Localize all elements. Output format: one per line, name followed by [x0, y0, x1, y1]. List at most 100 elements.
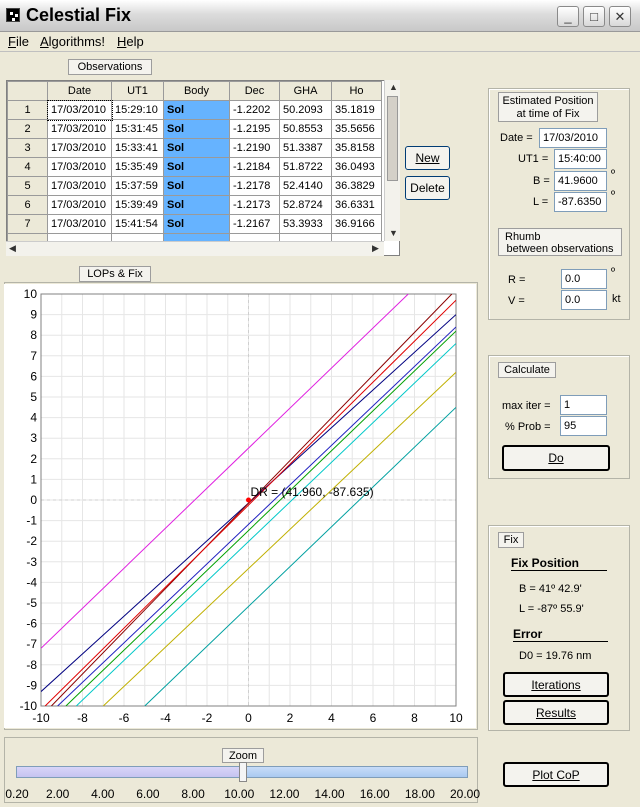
- scroll-right-icon[interactable]: ▶: [372, 243, 379, 253]
- estimated-position-button[interactable]: Estimated Position at time of Fix: [498, 92, 598, 122]
- iterations-button[interactable]: Iterations: [503, 672, 609, 697]
- date-cell[interactable]: 17/03/2010: [47, 157, 112, 177]
- longitude-field[interactable]: -87.6350: [554, 192, 607, 212]
- new-button[interactable]: New: [405, 146, 450, 170]
- ut1-cell[interactable]: 15:41:54: [111, 214, 164, 234]
- ho-cell[interactable]: 35.1819: [331, 100, 382, 120]
- ut1-cell[interactable]: 15:33:41: [111, 138, 164, 158]
- date-cell[interactable]: 17/03/2010: [47, 214, 112, 234]
- dec-cell[interactable]: -1.2184: [229, 157, 280, 177]
- menu-algorithms[interactable]: Algorithms!: [40, 34, 106, 49]
- ho-cell[interactable]: 36.9166: [331, 214, 382, 234]
- dec-cell[interactable]: -1.2190: [229, 138, 280, 158]
- column-header-gha[interactable]: GHA: [279, 81, 332, 101]
- rhumb-button[interactable]: Rhumb between observations: [498, 228, 622, 256]
- calculate-button[interactable]: Calculate: [498, 362, 556, 378]
- date-cell[interactable]: 17/03/2010: [47, 119, 112, 139]
- row-number[interactable]: 2: [7, 119, 48, 139]
- title-bar[interactable]: Celestial Fix _ □ ✕: [0, 0, 640, 32]
- table-horizontal-scrollbar[interactable]: ◀ ▶: [6, 241, 384, 256]
- dec-cell[interactable]: -1.2173: [229, 195, 280, 215]
- body-cell[interactable]: Sol: [163, 138, 230, 158]
- lops-fix-button[interactable]: LOPs & Fix: [79, 266, 151, 282]
- body-cell[interactable]: Sol: [163, 176, 230, 196]
- fix-button[interactable]: Fix: [498, 532, 524, 548]
- table-row[interactable]: 6 17/03/2010 15:39:49 Sol -1.2173 52.8724 36.6…: [7, 195, 382, 215]
- plot-cop-button[interactable]: Plot CoP: [503, 762, 609, 787]
- gha-cell[interactable]: 53.3933: [279, 214, 332, 234]
- column-header-date[interactable]: Date: [47, 81, 112, 101]
- row-number[interactable]: 6: [7, 195, 48, 215]
- ut1-cell[interactable]: 15:37:59: [111, 176, 164, 196]
- body-cell[interactable]: Sol: [163, 100, 230, 120]
- lop-chart[interactable]: -10 -8 -6 -4 -2 0 2 4 6 8 10109876543210-1-2-3-4-5…: [4, 284, 476, 728]
- table-row[interactable]: 7 17/03/2010 15:41:54 Sol -1.2167 53.3933 36.9…: [7, 214, 382, 234]
- row-number[interactable]: 4: [7, 157, 48, 177]
- gha-cell[interactable]: 50.2093: [279, 100, 332, 120]
- column-header-dec[interactable]: Dec: [229, 81, 280, 101]
- dec-cell[interactable]: -1.2178: [229, 176, 280, 196]
- gha-cell[interactable]: 50.8553: [279, 119, 332, 139]
- rhumb-speed-field[interactable]: 0.0: [561, 290, 607, 310]
- scroll-down-icon[interactable]: ▼: [389, 228, 398, 238]
- prob-field[interactable]: 95: [560, 416, 607, 436]
- row-number[interactable]: 3: [7, 138, 48, 158]
- ho-cell[interactable]: 36.0493: [331, 157, 382, 177]
- zoom-button[interactable]: Zoom: [222, 748, 264, 763]
- gha-cell[interactable]: 52.8724: [279, 195, 332, 215]
- dec-cell[interactable]: -1.2167: [229, 214, 280, 234]
- row-number[interactable]: 5: [7, 176, 48, 196]
- row-number[interactable]: 7: [7, 214, 48, 234]
- date-cell[interactable]: 17/03/2010: [47, 176, 112, 196]
- menu-file[interactable]: File: [8, 34, 29, 49]
- row-number[interactable]: 1: [7, 100, 48, 120]
- table-row[interactable]: 5 17/03/2010 15:37:59 Sol -1.2178 52.4140 36.3…: [7, 176, 382, 196]
- dec-cell[interactable]: -1.2195: [229, 119, 280, 139]
- table-row[interactable]: 2 17/03/2010 15:31:45 Sol -1.2195 50.8553 35.5…: [7, 119, 382, 139]
- table-row[interactable]: 3 17/03/2010 15:33:41 Sol -1.2190 51.3387 35.8…: [7, 138, 382, 158]
- results-button[interactable]: Results: [503, 700, 609, 725]
- body-cell[interactable]: Sol: [163, 214, 230, 234]
- body-cell[interactable]: Sol: [163, 119, 230, 139]
- ho-cell[interactable]: 36.6331: [331, 195, 382, 215]
- column-header-body[interactable]: Body: [163, 81, 230, 101]
- ho-cell[interactable]: 35.8158: [331, 138, 382, 158]
- ut1-cell[interactable]: 15:31:45: [111, 119, 164, 139]
- do-button[interactable]: Do: [502, 445, 610, 471]
- observations-button[interactable]: Observations: [68, 59, 152, 75]
- gha-cell[interactable]: 51.3387: [279, 138, 332, 158]
- rhumb-course-field[interactable]: 0.0: [561, 269, 607, 289]
- ut1-cell[interactable]: 15:35:49: [111, 157, 164, 177]
- ut1-field[interactable]: 15:40:00: [554, 149, 607, 169]
- scroll-thumb[interactable]: [387, 96, 398, 181]
- date-cell[interactable]: 17/03/2010: [47, 195, 112, 215]
- column-header-ut1[interactable]: UT1: [111, 81, 164, 101]
- table-row[interactable]: 4 17/03/2010 15:35:49 Sol -1.2184 51.8722 36.0…: [7, 157, 382, 177]
- delete-button[interactable]: Delete: [405, 176, 450, 200]
- menu-help[interactable]: Help: [117, 34, 144, 49]
- scroll-up-icon[interactable]: ▲: [389, 82, 398, 92]
- date-field[interactable]: 17/03/2010: [539, 128, 607, 148]
- zoom-slider-thumb[interactable]: [238, 762, 247, 782]
- table-vertical-scrollbar[interactable]: ▲ ▼: [384, 80, 400, 241]
- body-cell[interactable]: Sol: [163, 195, 230, 215]
- observations-table[interactable]: Date UT1 Body Dec GHA Ho 1 17/03/2010 15:2…: [6, 80, 400, 256]
- body-cell[interactable]: Sol: [163, 157, 230, 177]
- date-cell[interactable]: 17/03/2010: [46, 99, 113, 121]
- latitude-field[interactable]: 41.9600: [554, 171, 607, 191]
- gha-cell[interactable]: 52.4140: [279, 176, 332, 196]
- ho-cell[interactable]: 36.3829: [331, 176, 382, 196]
- scroll-left-icon[interactable]: ◀: [9, 243, 16, 253]
- close-button[interactable]: ✕: [609, 6, 631, 27]
- max-iter-field[interactable]: 1: [560, 395, 607, 415]
- ut1-cell[interactable]: 15:29:10: [111, 100, 164, 120]
- date-cell[interactable]: 17/03/2010: [47, 138, 112, 158]
- gha-cell[interactable]: 51.8722: [279, 157, 332, 177]
- column-header-ho[interactable]: Ho: [331, 81, 382, 101]
- minimize-button[interactable]: _: [557, 6, 579, 27]
- ut1-cell[interactable]: 15:39:49: [111, 195, 164, 215]
- table-row[interactable]: 1 17/03/2010 15:29:10 Sol -1.2202 50.2093 35.1…: [7, 99, 382, 121]
- ho-cell[interactable]: 35.5656: [331, 119, 382, 139]
- dec-cell[interactable]: -1.2202: [229, 100, 280, 120]
- maximize-button[interactable]: □: [583, 6, 605, 27]
